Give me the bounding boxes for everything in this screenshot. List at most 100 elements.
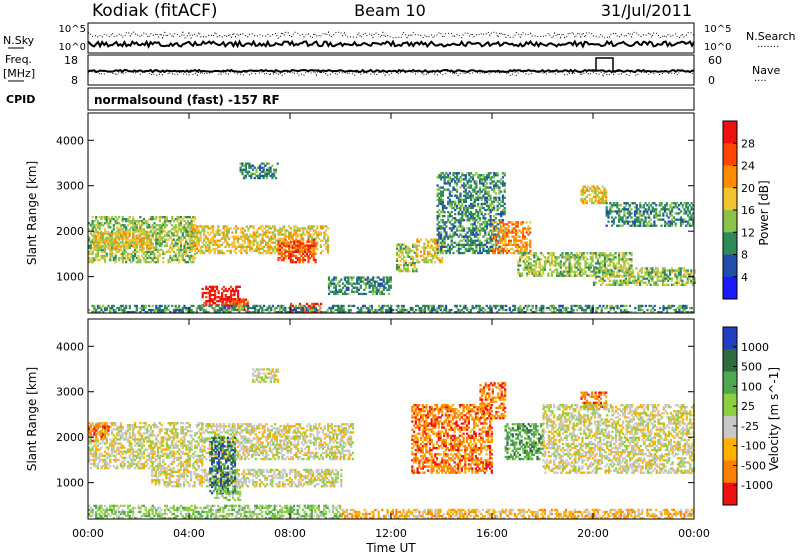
data-cell: [457, 219, 460, 222]
data-cell: [135, 234, 138, 237]
data-cell: [185, 240, 188, 243]
data-cell: [98, 304, 101, 308]
data-cell: [459, 233, 462, 236]
data-cell: [484, 192, 487, 195]
data-cell: [265, 233, 268, 236]
data-cell: [500, 241, 503, 244]
data-cell: [228, 300, 232, 303]
data-cell: [441, 211, 444, 214]
data-cell: [500, 225, 503, 228]
data-cell: [313, 304, 316, 308]
data-cell: [518, 245, 521, 248]
data-cell: [594, 197, 597, 201]
data-cell: [501, 306, 504, 310]
data-cell: [119, 237, 122, 240]
data-cell: [260, 174, 263, 178]
data-cell: [258, 164, 262, 167]
freq-label-line2: [MHz]: [3, 67, 35, 80]
data-cell: [289, 258, 292, 262]
data-cell: [266, 251, 269, 255]
data-cell: [100, 235, 103, 238]
data-cell: [399, 263, 402, 267]
data-cell: [556, 270, 559, 273]
data-cell: [89, 240, 92, 243]
data-cell: [160, 304, 163, 308]
data-cell: [128, 304, 131, 308]
data-cell: [618, 260, 621, 263]
data-cell: [489, 182, 492, 185]
data-cell: [263, 304, 266, 308]
data-cell: [471, 233, 474, 236]
data-cell: [508, 306, 511, 310]
data-cell: [294, 304, 297, 308]
data-cell: [158, 238, 161, 241]
data-cell: [213, 243, 216, 246]
data-cell: [139, 239, 142, 242]
data-cell: [311, 246, 314, 249]
data-cell: [563, 264, 566, 267]
data-cell: [485, 249, 489, 253]
data-cell: [221, 287, 224, 291]
data-cell: [526, 308, 529, 312]
data-cell: [550, 256, 553, 259]
data-cell: [396, 245, 399, 248]
data-cell: [103, 247, 106, 250]
data-cell: [96, 250, 99, 253]
data-cell: [153, 248, 156, 251]
data-cell: [397, 306, 400, 310]
data-cell: [550, 272, 553, 275]
data-cell: [178, 306, 181, 310]
data-cell: [441, 208, 444, 212]
data-cell: [185, 252, 188, 256]
data-cell: [463, 182, 466, 185]
data-cell: [89, 261, 92, 264]
data-cell: [496, 174, 499, 177]
data-cell: [520, 241, 523, 244]
data-cell: [156, 236, 160, 239]
data-cell: [124, 233, 128, 236]
data-cell: [101, 241, 105, 244]
data-cell: [105, 252, 108, 256]
data-cell: [554, 306, 557, 310]
data-cell: [172, 232, 175, 235]
data-cell: [273, 172, 276, 176]
data-cell: [205, 291, 208, 295]
data-cell: [176, 226, 179, 229]
data-cell: [118, 238, 121, 241]
data-cell: [164, 304, 167, 308]
data-cell: [109, 308, 112, 312]
data-cell: [111, 252, 114, 256]
data-cell: [515, 231, 518, 234]
data-cell: [323, 231, 326, 234]
data-cell: [439, 306, 442, 310]
data-cell: [105, 232, 108, 235]
data-cell: [554, 264, 557, 267]
data-cell: [500, 251, 503, 255]
data-cell: [517, 270, 520, 273]
data-cell: [485, 241, 489, 244]
data-cell: [151, 246, 154, 249]
data-cell: [312, 252, 315, 256]
data-cell: [501, 211, 504, 214]
data-cell: [570, 268, 573, 271]
data-cell: [437, 244, 440, 247]
data-cell: [222, 251, 225, 255]
data-cell: [457, 211, 460, 214]
data-cell: [464, 239, 467, 242]
data-cell: [523, 227, 526, 230]
data-cell: [146, 242, 149, 245]
data-cell: [288, 250, 291, 253]
data-cell: [585, 187, 588, 190]
data-cell: [185, 234, 188, 237]
data-cell: [247, 241, 250, 244]
data-cell: [515, 221, 518, 224]
data-cell: [435, 246, 438, 249]
data-cell: [489, 202, 492, 206]
data-cell: [162, 261, 165, 264]
data-cell: [126, 231, 129, 234]
data-cell: [316, 231, 319, 234]
data-cell: [499, 227, 502, 230]
data-cell: [536, 256, 539, 259]
data-cell: [279, 241, 282, 244]
data-cell: [473, 229, 476, 232]
